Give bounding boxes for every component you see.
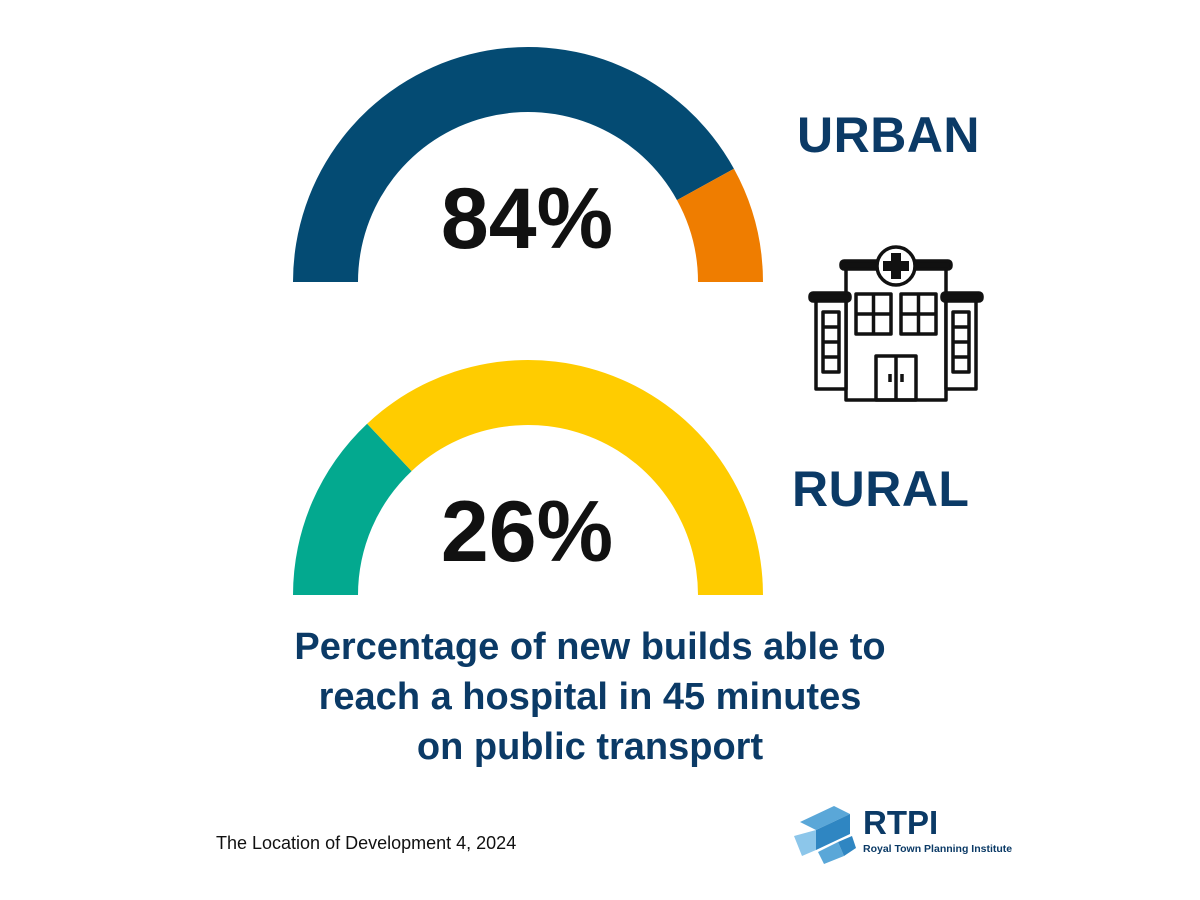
source-note: The Location of Development 4, 2024 [216, 833, 517, 853]
urban-gauge-value: 84% [440, 171, 614, 267]
caption-line-3: on public transport [416, 726, 764, 768]
urban-gauge-remainder-arc [676, 168, 763, 282]
caption-line-1: Percentage of new builds able to [294, 626, 886, 668]
chart-caption: Percentage of new builds able to reach a… [230, 622, 950, 772]
rtpi-logo-mark-icon [794, 806, 856, 864]
urban-gauge-filled-arc [293, 47, 734, 282]
urban-gauge-label: URBAN [797, 107, 981, 163]
rtpi-logo: RTPI Royal Town Planning Institute [792, 800, 1032, 870]
rural-gauge-label: RURAL [792, 461, 970, 517]
caption-line-2: reach a hospital in 45 minutes [318, 676, 862, 718]
hospital-icon [808, 245, 984, 402]
rural-gauge-remainder-arc [367, 360, 763, 595]
rural-gauge-filled-arc [293, 423, 412, 595]
rtpi-logo-name: RTPI [863, 804, 939, 841]
rural-gauge-value: 26% [440, 484, 614, 580]
rtpi-logo-subtitle: Royal Town Planning Institute [863, 843, 1013, 855]
